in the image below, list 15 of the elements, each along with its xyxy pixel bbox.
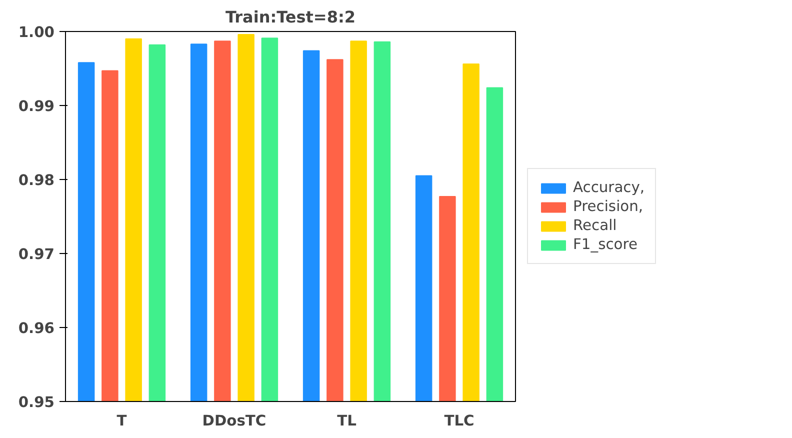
legend-label: Recall xyxy=(573,217,617,234)
y-tick-label: 0.98 xyxy=(18,172,55,189)
x-tick-label: TL xyxy=(337,412,356,430)
legend-label: Accuracy, xyxy=(573,179,645,196)
y-tick-label: 0.96 xyxy=(18,320,55,337)
y-tick-label: 0.99 xyxy=(18,98,55,115)
y-tick-label: 0.95 xyxy=(18,394,55,411)
x-tick-label: DDosTC xyxy=(202,412,266,430)
chart-title: Train:Test=8:2 xyxy=(226,8,356,26)
x-tick-label: T xyxy=(116,412,127,430)
legend-label: Precision, xyxy=(573,198,644,215)
y-tick-label: 1.00 xyxy=(18,24,55,41)
legend-label: F1_score xyxy=(573,236,638,253)
x-tick-label: TLC xyxy=(444,412,474,430)
y-tick-label: 0.97 xyxy=(18,246,55,263)
